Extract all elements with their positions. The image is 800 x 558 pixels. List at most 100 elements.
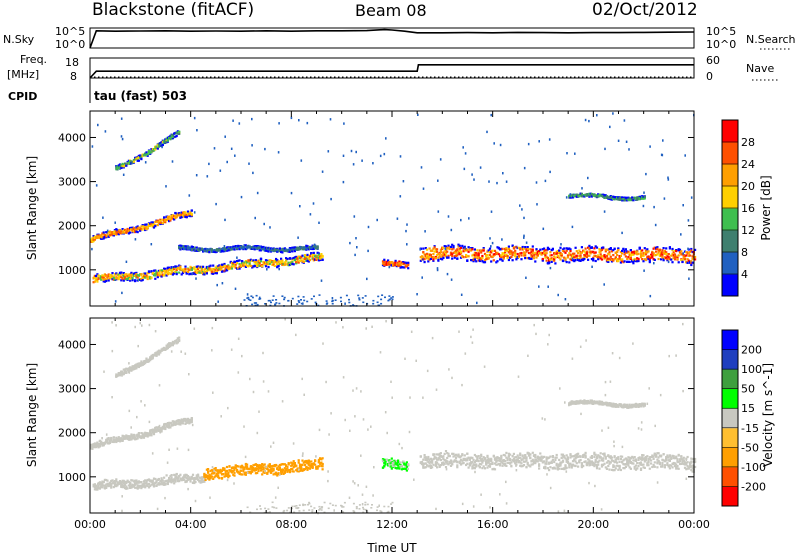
data-cell	[148, 270, 150, 272]
data-cell	[435, 257, 437, 259]
data-cell	[658, 258, 660, 260]
data-cell	[201, 268, 203, 270]
scatter-cell	[480, 166, 482, 168]
data-cell	[468, 251, 470, 253]
data-cell	[455, 457, 457, 459]
data-cell	[546, 252, 548, 254]
scatter-cell	[621, 232, 623, 234]
ground-scatter-cell	[357, 295, 359, 297]
scatter-cell	[189, 194, 191, 196]
data-cell	[322, 468, 324, 470]
data-cell	[226, 466, 228, 468]
data-cell	[318, 465, 320, 467]
data-cell	[620, 255, 622, 257]
scatter-cell	[655, 224, 657, 226]
data-cell	[490, 260, 492, 262]
data-cell	[420, 455, 422, 457]
scatter-cell	[691, 196, 693, 198]
data-cell	[680, 250, 682, 252]
data-cell	[176, 473, 178, 475]
scatter-cell	[523, 237, 525, 239]
scatter-cell	[688, 219, 690, 221]
scatter-cell	[596, 114, 598, 116]
data-cell	[524, 257, 526, 259]
data-cell	[655, 251, 657, 253]
scatter-cell	[372, 162, 374, 164]
scatter-cell	[235, 288, 237, 290]
scatter-cell	[688, 278, 690, 280]
scatter-cell	[451, 229, 453, 231]
data-cell	[424, 261, 426, 263]
data-cell	[249, 263, 251, 265]
colorbar-swatch	[722, 186, 738, 209]
data-cell	[547, 257, 549, 259]
data-cell	[512, 254, 514, 256]
ground-scatter-cell	[250, 295, 252, 297]
data-cell	[217, 473, 219, 475]
data-cell	[559, 247, 561, 249]
data-cell	[665, 247, 667, 249]
scatter-cell	[643, 192, 645, 194]
nave-label: Nave	[746, 62, 774, 75]
data-cell	[125, 372, 127, 374]
ground-scatter-cell	[270, 302, 272, 304]
data-cell	[424, 258, 426, 260]
data-cell	[167, 483, 169, 485]
data-cell	[178, 131, 180, 133]
data-cell	[637, 253, 639, 255]
data-cell	[202, 266, 204, 268]
data-cell	[621, 258, 623, 260]
ground-scatter-cell	[272, 299, 274, 301]
scatter-cell	[248, 163, 250, 165]
data-cell	[295, 465, 297, 467]
scatter-cell	[241, 196, 243, 198]
data-cell	[407, 267, 409, 269]
scatter-cell	[588, 120, 590, 122]
data-cell	[241, 260, 243, 262]
data-cell	[583, 250, 585, 252]
data-cell	[478, 460, 480, 462]
ground-scatter-cell	[313, 296, 315, 298]
data-cell	[532, 249, 534, 251]
scatter-cell	[523, 217, 525, 219]
ground-scatter-cell	[283, 299, 285, 301]
data-cell	[158, 272, 160, 274]
scatter-cell	[490, 114, 492, 116]
scatter-cell	[226, 161, 228, 163]
scatter-cell	[344, 303, 346, 305]
ground-scatter-cell	[254, 302, 256, 304]
scatter-cell	[251, 144, 253, 146]
data-cell	[166, 474, 168, 476]
data-cell	[548, 248, 550, 250]
data-cell	[145, 223, 147, 225]
data-cell	[575, 247, 577, 249]
data-cell	[449, 455, 451, 457]
data-cell	[110, 484, 112, 486]
nsky-tick-bottom: 10^0	[55, 38, 85, 51]
scatter-cell	[356, 246, 358, 248]
data-cell	[444, 463, 446, 465]
colorbar-tick-label: 28	[741, 136, 755, 149]
data-cell	[524, 454, 526, 456]
data-cell	[513, 453, 515, 455]
data-cell	[206, 272, 208, 274]
data-cell	[425, 462, 427, 464]
data-cell	[178, 272, 180, 274]
scatter-cell	[626, 141, 628, 143]
data-cell	[154, 478, 156, 480]
data-cell	[115, 478, 117, 480]
data-cell	[514, 254, 516, 256]
data-cell	[480, 454, 482, 456]
data-cell	[476, 458, 478, 460]
data-cell	[517, 454, 519, 456]
scatter-cell	[585, 119, 587, 121]
y-tick-label: 3000	[58, 176, 86, 189]
scatter-cell	[581, 187, 583, 189]
data-cell	[460, 247, 462, 249]
data-cell	[210, 265, 212, 267]
data-cell	[645, 259, 647, 261]
data-cell	[176, 216, 178, 218]
data-cell	[261, 265, 263, 267]
scatter-cell	[195, 277, 197, 279]
scatter-cell	[406, 243, 408, 245]
